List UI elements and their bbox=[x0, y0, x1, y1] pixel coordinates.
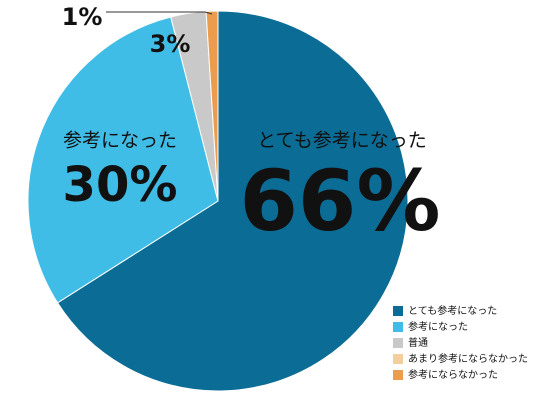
legend-swatch bbox=[393, 338, 403, 348]
leader-line bbox=[106, 11, 213, 15]
pie-slice bbox=[205, 10, 219, 202]
slice-name: 参考になった bbox=[63, 130, 177, 152]
legend-text: 参考にならなかった bbox=[408, 368, 498, 381]
legend-text: 参考になった bbox=[408, 320, 468, 333]
slice-value: 30% bbox=[63, 157, 178, 213]
slice-name: とても参考になった bbox=[257, 130, 426, 152]
legend-swatch bbox=[393, 370, 403, 380]
slice-value: 66% bbox=[239, 152, 440, 250]
slice-value: 3% bbox=[150, 30, 191, 58]
pie-slice bbox=[56, 10, 409, 392]
legend-text: 普通 bbox=[408, 336, 428, 349]
legend-swatch bbox=[393, 322, 403, 332]
legend-swatch bbox=[393, 306, 403, 316]
slice-value: 1% bbox=[62, 3, 103, 31]
legend-swatch bbox=[393, 354, 403, 364]
pie-slice bbox=[27, 16, 219, 304]
legend-text: とても参考になった bbox=[408, 304, 497, 317]
legend-text: あまり参考にならなかった bbox=[408, 352, 528, 365]
